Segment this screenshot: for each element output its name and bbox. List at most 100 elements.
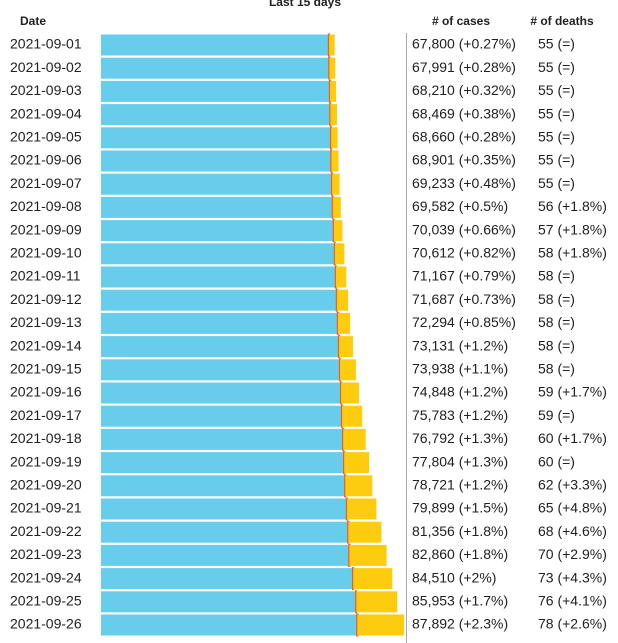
cases-label: 84,510 (+2%) [412, 569, 496, 585]
cases-label: 69,582 (+0.5%) [412, 198, 508, 214]
deaths-label: 65 (+4.8%) [538, 500, 607, 516]
deaths-label: 58 (=) [538, 337, 575, 353]
bar-segment [101, 591, 357, 613]
column-header: # of cases [432, 14, 490, 28]
deaths-label: 73 (+4.3%) [538, 569, 607, 585]
bar-segment [341, 382, 360, 404]
cases-label: 68,469 (+0.38%) [412, 105, 516, 121]
bar-segment [333, 220, 343, 242]
cases-label: 77,804 (+1.3%) [412, 453, 508, 469]
bar-segment [101, 173, 332, 195]
bar-segment [332, 196, 341, 218]
deaths-label: 58 (=) [538, 268, 575, 284]
date-label: 2021-09-16 [10, 384, 82, 400]
deaths-label: 58 (+1.8%) [538, 245, 607, 261]
deaths-label: 55 (=) [538, 152, 575, 168]
bar-segment [330, 104, 338, 126]
bar-segment [334, 243, 345, 265]
cases-label: 73,131 (+1.2%) [412, 337, 508, 353]
bar-segment [101, 34, 329, 56]
date-label: 2021-09-10 [10, 245, 82, 261]
bar-segment [101, 312, 338, 334]
bar-segment [357, 614, 404, 636]
bar-segment [101, 521, 349, 543]
bar-segment [101, 568, 353, 590]
bar-segment [340, 359, 356, 381]
date-label: 2021-09-26 [10, 616, 82, 632]
cases-label: 74,848 (+1.2%) [412, 384, 508, 400]
date-label: 2021-09-06 [10, 152, 82, 168]
bar-segment [356, 591, 398, 613]
bar-segment [329, 57, 336, 79]
bar-segment [101, 243, 335, 265]
bar-segment [101, 428, 343, 450]
bar-segment [101, 57, 330, 79]
deaths-label: 58 (=) [538, 291, 575, 307]
bar-segment [345, 475, 373, 497]
cases-label: 78,721 (+1.2%) [412, 477, 508, 493]
bar-segment [343, 428, 366, 450]
cases-label: 76,792 (+1.3%) [412, 430, 508, 446]
date-label: 2021-09-05 [10, 129, 82, 145]
bar-segment [348, 521, 382, 543]
date-label: 2021-09-20 [10, 477, 82, 493]
cases-label: 69,233 (+0.48%) [412, 175, 516, 191]
cases-label: 75,783 (+1.2%) [412, 407, 508, 423]
date-label: 2021-09-03 [10, 82, 82, 98]
date-label: 2021-09-24 [10, 569, 82, 585]
bar-segment [101, 150, 332, 172]
date-label: 2021-09-02 [10, 59, 82, 75]
bar-segment [331, 150, 339, 172]
cases-label: 85,953 (+1.7%) [412, 593, 508, 609]
date-label: 2021-09-13 [10, 314, 82, 330]
bar-segment [338, 312, 351, 334]
bar-segment [101, 220, 334, 242]
bar-segment [101, 452, 345, 474]
cases-label: 70,612 (+0.82%) [412, 245, 516, 261]
bar-segment [329, 34, 335, 56]
date-label: 2021-09-14 [10, 337, 82, 353]
date-label: 2021-09-12 [10, 291, 82, 307]
deaths-label: 62 (+3.3%) [538, 477, 607, 493]
deaths-label: 60 (+1.7%) [538, 430, 607, 446]
bar-segment [101, 475, 346, 497]
cases-label: 68,660 (+0.28%) [412, 129, 516, 145]
bar-segment [332, 173, 340, 195]
cases-label: 71,167 (+0.79%) [412, 268, 516, 284]
cases-label: 79,899 (+1.5%) [412, 500, 508, 516]
chart-title: Last 15 days [269, 0, 341, 9]
bar-segment [101, 405, 342, 427]
date-label: 2021-09-09 [10, 221, 82, 237]
cases-label: 67,991 (+0.28%) [412, 59, 516, 75]
deaths-label: 59 (+1.7%) [538, 384, 607, 400]
date-label: 2021-09-04 [10, 105, 82, 121]
bar-segment [339, 336, 354, 358]
bar-segment [101, 289, 337, 311]
deaths-label: 55 (=) [538, 129, 575, 145]
date-label: 2021-09-01 [10, 36, 82, 52]
cases-label: 72,294 (+0.85%) [412, 314, 516, 330]
date-label: 2021-09-15 [10, 361, 82, 377]
cases-label: 82,860 (+1.8%) [412, 546, 508, 562]
bar-segment [101, 196, 333, 218]
bar-segment [336, 289, 349, 311]
date-label: 2021-09-23 [10, 546, 82, 562]
deaths-label: 55 (=) [538, 175, 575, 191]
date-label: 2021-09-19 [10, 453, 82, 469]
bar-segment [101, 544, 350, 566]
bar-segment [335, 266, 347, 288]
cases-label: 81,356 (+1.8%) [412, 523, 508, 539]
deaths-label: 55 (=) [538, 105, 575, 121]
bar-segment [101, 80, 330, 102]
bar-segment [349, 544, 387, 566]
column-header: Date [20, 14, 46, 28]
date-label: 2021-09-21 [10, 500, 82, 516]
bar-segment [101, 104, 331, 126]
bar-segment [346, 498, 377, 520]
bar-segment [101, 336, 339, 358]
deaths-label: 78 (+2.6%) [538, 616, 607, 632]
cases-label: 87,892 (+2.3%) [412, 616, 508, 632]
deaths-label: 58 (=) [538, 361, 575, 377]
deaths-label: 56 (+1.8%) [538, 198, 607, 214]
